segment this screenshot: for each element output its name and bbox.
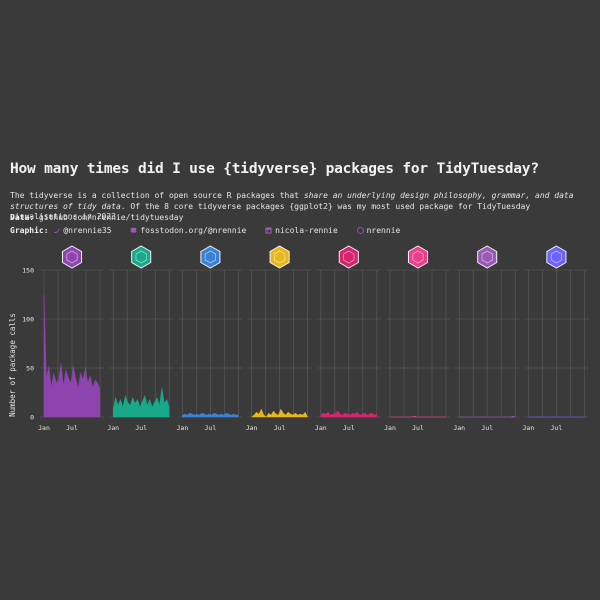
data-label: Data:	[10, 213, 35, 222]
facet-panel: Jan Jul	[523, 245, 589, 432]
facet-panel: Jan Jul	[384, 245, 450, 432]
subtitle-text-italic: share an underlying design philosophy, g…	[10, 191, 574, 211]
linkedin-handle: nicola-rennie	[275, 226, 338, 235]
series-area	[251, 408, 308, 418]
x-tick-label: Jul	[274, 424, 286, 432]
x-tick-label: Jul	[412, 424, 424, 432]
social-github[interactable]: nrennie	[356, 226, 401, 235]
faceted-area-chart: 0 50 100 150 Jan Jul Jan Jul Jan Jul Jan Jul Jan Jul…	[8, 245, 589, 432]
stringr-hex-icon	[477, 245, 498, 269]
series-area	[113, 387, 170, 418]
series-area	[43, 294, 101, 418]
y-tick-label: 50	[26, 365, 34, 373]
facet-panel: Jan Jul	[107, 245, 174, 432]
data-source-link[interactable]: github.com/nrennie/tidytuesday	[38, 213, 184, 222]
x-tick-label: Jan	[107, 424, 119, 432]
x-tick-label: Jul	[205, 424, 217, 432]
facet-panel: Jan Jul	[177, 245, 243, 432]
series-area	[390, 415, 446, 418]
series-area	[459, 415, 516, 418]
twitter-icon	[54, 228, 61, 233]
forcats-hex-icon	[546, 245, 567, 269]
facet-panels: Jan Jul Jan Jul Jan Jul Jan Jul Jan Jul Jan Jul Jan J…	[38, 245, 589, 432]
x-tick-label: Jul	[551, 424, 563, 432]
subtitle-text-1: The tidyverse is a collection of open so…	[10, 191, 304, 200]
chart-title: How many times did I use {tidyverse} pac…	[10, 161, 539, 177]
x-tick-label: Jul	[481, 424, 493, 432]
x-tick-label: Jan	[315, 424, 327, 432]
data-source-line: Data: github.com/nrennie/tidytuesday	[10, 213, 183, 222]
y-tick-label: 100	[22, 316, 34, 324]
y-axis-title: Number of package calls	[8, 313, 17, 417]
graphic-credit-line: Graphic: @nrennie35 fosstodon.org/@nrenn…	[10, 226, 414, 235]
y-axis: 0 50 100 150	[22, 267, 34, 422]
x-tick-label: Jan	[523, 424, 535, 432]
x-tick-label: Jul	[66, 424, 78, 432]
x-tick-label: Jan	[177, 424, 189, 432]
social-mastodon[interactable]: fosstodon.org/@nrennie	[130, 226, 251, 235]
facet-panel: Jan Jul	[315, 245, 381, 432]
x-tick-label: Jan	[38, 424, 50, 432]
social-twitter[interactable]: @nrennie35	[53, 226, 116, 235]
subtitle-text-2: . Of the 8 core tidyverse packages {ggpl…	[10, 201, 531, 222]
series-area	[320, 410, 377, 418]
x-tick-label: Jan	[246, 424, 258, 432]
x-tick-label: Jan	[384, 424, 396, 432]
x-tick-label: Jan	[453, 424, 465, 432]
github-icon	[356, 227, 364, 234]
dplyr-hex-icon	[131, 245, 152, 269]
facet-panel: Jan Jul	[38, 245, 104, 432]
ggplot2-hex-icon	[61, 245, 83, 269]
github-handle: nrennie	[366, 226, 401, 235]
series-area	[182, 412, 239, 418]
purrr-hex-icon	[338, 245, 359, 269]
mastodon-handle: fosstodon.org/@nrennie	[140, 226, 247, 235]
facet-panel: Jan Jul	[246, 245, 312, 432]
x-tick-label: Jul	[135, 424, 147, 432]
tidyr-hex-icon	[269, 245, 290, 269]
linkedin-icon	[265, 227, 272, 234]
twitter-handle: @nrennie35	[63, 226, 112, 235]
facet-panel: Jan Jul	[453, 245, 520, 432]
x-tick-label: Jul	[343, 424, 355, 432]
readr-hex-icon	[200, 245, 221, 269]
graphic-label: Graphic:	[10, 226, 49, 235]
social-linkedin[interactable]: nicola-rennie	[265, 226, 342, 235]
tibble-hex-icon	[407, 245, 429, 269]
chart-subtitle: The tidyverse is a collection of open so…	[10, 191, 590, 223]
y-tick-label: 0	[30, 414, 34, 422]
y-tick-label: 150	[22, 267, 34, 275]
mastodon-icon	[131, 227, 137, 233]
